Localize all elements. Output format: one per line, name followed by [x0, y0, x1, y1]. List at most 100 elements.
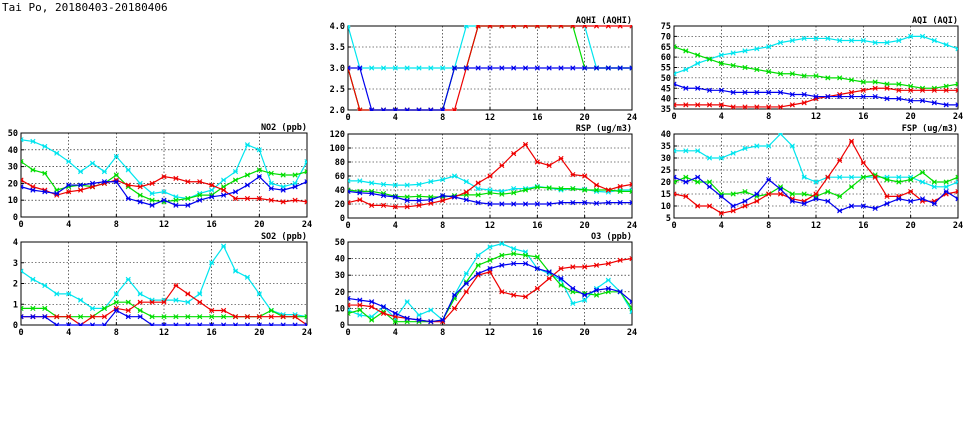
x-tick-label: 0: [18, 328, 23, 338]
data-point: [511, 201, 517, 207]
data-point: [66, 189, 72, 195]
data-point: [919, 33, 926, 39]
data-point: [428, 307, 434, 313]
data-point: [101, 179, 108, 185]
data-point: [683, 193, 689, 199]
data-point: [896, 37, 902, 44]
data-point: [558, 275, 564, 282]
data-point: [511, 190, 517, 196]
data-point: [546, 162, 552, 169]
data-point: [137, 314, 143, 320]
data-point: [451, 107, 458, 111]
data-point: [369, 317, 375, 323]
y-tick-label: 40: [661, 95, 671, 105]
data-point: [256, 167, 262, 173]
series-group: [348, 241, 632, 325]
y-tick-label: 120: [330, 130, 345, 140]
data-point: [220, 322, 227, 326]
data-point: [149, 299, 155, 305]
x-tick-label: 8: [440, 113, 445, 123]
data-point: [522, 294, 529, 300]
data-point: [558, 155, 564, 162]
data-point: [54, 314, 60, 320]
data-point: [463, 189, 469, 195]
data-point: [695, 174, 701, 180]
data-point: [369, 304, 375, 310]
x-tick-label: 24: [302, 328, 312, 338]
data-point: [348, 295, 351, 302]
data-point: [617, 200, 623, 206]
data-point: [54, 190, 60, 197]
data-point: [884, 40, 890, 46]
data-point: [416, 65, 422, 71]
data-point: [777, 133, 784, 137]
data-point: [593, 200, 600, 206]
data-point: [125, 307, 131, 314]
data-point: [943, 179, 949, 185]
data-point: [380, 65, 387, 71]
data-point: [754, 104, 760, 110]
data-point: [244, 314, 251, 320]
data-point: [955, 174, 958, 180]
data-point: [113, 291, 119, 297]
data-point: [304, 169, 307, 175]
y-tick-label: 15: [661, 190, 671, 200]
data-point: [404, 65, 410, 71]
data-point: [125, 299, 131, 305]
data-point: [629, 25, 632, 29]
data-point: [137, 291, 143, 297]
data-point: [280, 322, 286, 326]
x-tick-label: 20: [906, 112, 916, 122]
data-point: [801, 201, 807, 207]
data-point: [440, 197, 446, 204]
data-point: [777, 89, 784, 95]
data-point: [605, 277, 611, 283]
y-tick-label: 75: [661, 22, 671, 32]
data-point: [292, 172, 298, 178]
data-point: [428, 65, 434, 71]
data-point: [742, 64, 748, 71]
data-point: [706, 87, 713, 93]
data-point: [908, 98, 914, 104]
data-point: [813, 196, 819, 202]
data-point: [499, 65, 505, 71]
x-tick-label: 8: [440, 328, 445, 338]
data-point: [674, 174, 677, 180]
data-point: [209, 187, 215, 193]
data-point: [404, 182, 410, 188]
y-tick-label: 65: [661, 43, 671, 53]
data-point: [357, 297, 363, 303]
x-tick-label: 24: [302, 220, 312, 230]
data-point: [463, 25, 469, 29]
data-point: [522, 260, 529, 267]
data-point: [919, 179, 926, 185]
data-point: [848, 37, 855, 44]
data-point: [860, 203, 866, 209]
data-point: [42, 143, 48, 150]
data-point: [730, 104, 736, 110]
y-tick-label: 3.0: [330, 64, 345, 74]
data-point: [499, 252, 505, 258]
x-tick-label: 12: [811, 112, 821, 122]
data-point: [789, 143, 795, 149]
data-point: [30, 305, 36, 311]
data-point: [872, 205, 878, 211]
data-point: [558, 265, 564, 272]
data-point: [404, 204, 410, 210]
data-point: [173, 202, 179, 208]
y-tick-label: 60: [335, 172, 345, 182]
data-point: [683, 148, 689, 154]
data-point: [570, 65, 576, 71]
data-point: [149, 180, 155, 186]
data-point: [404, 197, 410, 204]
data-point: [931, 184, 937, 190]
data-point: [21, 184, 24, 190]
data-point: [125, 182, 131, 188]
data-point: [558, 186, 564, 192]
chart-title: FSP (ug/m3): [902, 124, 958, 134]
data-point: [943, 184, 949, 190]
data-point: [695, 203, 701, 209]
data-point: [440, 193, 446, 199]
x-tick-label: 4: [393, 113, 398, 123]
